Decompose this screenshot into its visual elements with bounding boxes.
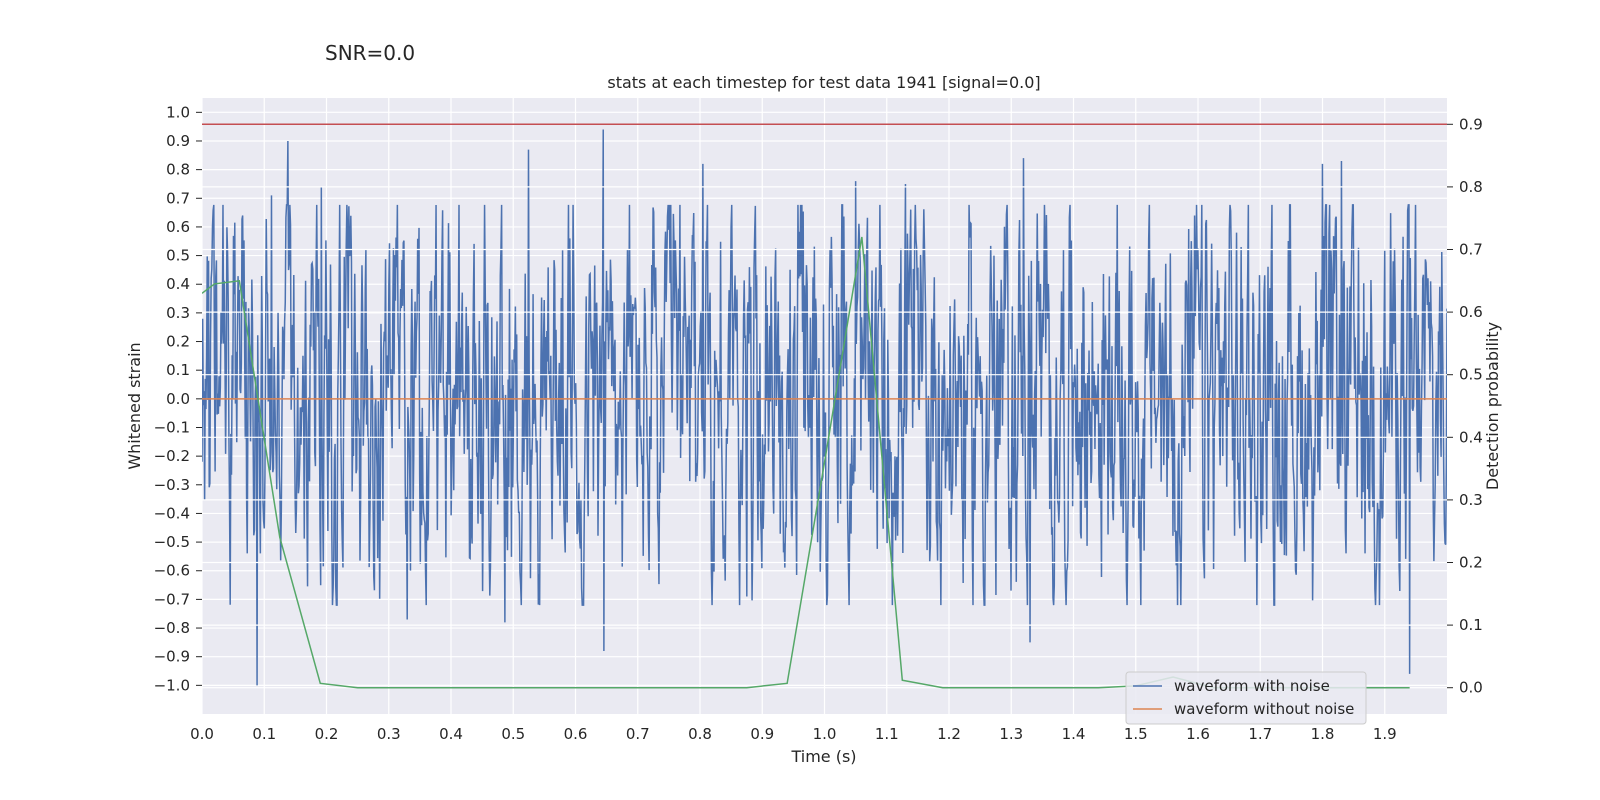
y-tick-label: 0.0 [166, 390, 190, 408]
y-tick-label: 1.0 [166, 103, 190, 121]
x-tick-label: 1.6 [1186, 725, 1210, 743]
y2-tick-label: 0.0 [1459, 679, 1483, 697]
y-tick-label: −0.5 [154, 533, 190, 551]
x-tick-label: 1.3 [999, 725, 1023, 743]
x-tick-label: 1.4 [1062, 725, 1086, 743]
y-tick-label: −0.1 [154, 418, 190, 436]
x-tick-label: 1.2 [937, 725, 961, 743]
y-tick-label: 0.8 [166, 161, 190, 179]
y-tick-label: −0.7 [154, 590, 190, 608]
chart-title: stats at each timestep for test data 194… [607, 73, 1040, 92]
y2-tick-label: 0.5 [1459, 366, 1483, 384]
y2-tick-label: 0.9 [1459, 115, 1483, 133]
x-axis-label: Time (s) [790, 747, 856, 766]
x-tick-label: 1.1 [875, 725, 899, 743]
figure-suptitle: SNR=0.0 [325, 41, 416, 65]
x-tick-label: 1.9 [1373, 725, 1397, 743]
y2-tick-label: 0.1 [1459, 616, 1483, 634]
x-tick-label: 0.4 [439, 725, 463, 743]
series-waveform-with-noise [202, 129, 1447, 686]
x-tick-label: 0.8 [688, 725, 712, 743]
y-tick-label: −0.8 [154, 619, 190, 637]
y2-tick-label: 0.3 [1459, 491, 1483, 509]
y-tick-label: 0.3 [166, 304, 190, 322]
y-tick-label: −0.3 [154, 476, 190, 494]
x-tick-label: 0.9 [750, 725, 774, 743]
y-axis-label: Whitened strain [125, 342, 144, 469]
y2-tick-label: 0.8 [1459, 178, 1483, 196]
y2-tick-label: 0.2 [1459, 554, 1483, 572]
x-tick-label: 1.0 [813, 725, 837, 743]
y-tick-label: 0.5 [166, 247, 190, 265]
y-tick-label: −0.2 [154, 447, 190, 465]
x-ticks: 0.0 0.1 0.2 0.3 0.4 0.5 0.6 0.7 0.8 0.9 1.0 1.1 1.2 1… [190, 725, 1397, 743]
x-tick-label: 1.8 [1311, 725, 1335, 743]
y-tick-label: 0.9 [166, 132, 190, 150]
x-tick-label: 0.3 [377, 725, 401, 743]
x-tick-label: 0.1 [252, 725, 276, 743]
legend: waveform with noise waveform without noi… [1125, 671, 1367, 725]
y-tick-label: 0.4 [166, 275, 190, 293]
x-tick-label: 1.7 [1248, 725, 1272, 743]
x-tick-label: 0.5 [501, 725, 525, 743]
y2-tick-label: 0.4 [1459, 428, 1483, 446]
y2-tick-label: 0.6 [1459, 303, 1483, 321]
y-tick-label: −0.4 [154, 504, 190, 522]
x-tick-label: 0.6 [564, 725, 588, 743]
y-tick-label: −1.0 [154, 676, 190, 694]
y-tick-label: 0.6 [166, 218, 190, 236]
y-tick-label: −0.9 [154, 648, 190, 666]
legend-label-clean: waveform without noise [1174, 700, 1354, 718]
legend-box [1125, 671, 1367, 725]
x-tick-label: 0.7 [626, 725, 650, 743]
y-tick-label: 0.2 [166, 333, 190, 351]
legend-label-noisy: waveform with noise [1174, 677, 1330, 695]
y-tick-label: 0.1 [166, 361, 190, 379]
y-tick-label: −0.6 [154, 562, 190, 580]
x-tick-label: 1.5 [1124, 725, 1148, 743]
x-tick-label: 0.2 [315, 725, 339, 743]
y2-ticks: 0.9 0.8 0.7 0.6 0.5 0.4 0.3 0.2 0.1 0.0 [1447, 115, 1483, 697]
y-tick-label: 0.7 [166, 189, 190, 207]
x-tick-label: 0.0 [190, 725, 214, 743]
y2-tick-label: 0.7 [1459, 240, 1483, 258]
y2-axis-label: Detection probability [1483, 322, 1502, 490]
y-ticks: 1.0 0.9 0.8 0.7 0.6 0.5 0.4 0.3 0.2 0.1 0.0 −0.1 −0.… [154, 103, 202, 694]
